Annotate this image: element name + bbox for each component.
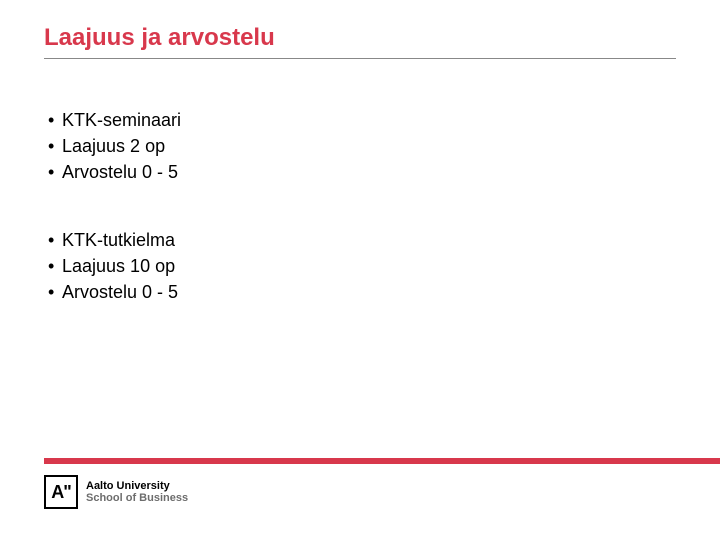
bullet-dot: • [44, 159, 62, 185]
aalto-logo-mark: A" [44, 475, 78, 509]
footer-logo: A" Aalto University School of Business [44, 475, 188, 509]
bullet-text: KTK-tutkielma [62, 227, 175, 253]
slide-content: • KTK-seminaari • Laajuus 2 op • Arvoste… [44, 107, 676, 306]
bullet-text: Arvostelu 0 - 5 [62, 159, 178, 185]
bullet-text: KTK-seminaari [62, 107, 181, 133]
bullet-item: • KTK-seminaari [44, 107, 676, 133]
bullet-item: • KTK-tutkielma [44, 227, 676, 253]
logo-line1: Aalto University [86, 480, 188, 492]
slide: Laajuus ja arvostelu • KTK-seminaari • L… [0, 0, 720, 540]
bullet-text: Laajuus 2 op [62, 133, 165, 159]
bullet-group-2: • KTK-tutkielma • Laajuus 10 op • Arvost… [44, 227, 676, 305]
bullet-item: • Laajuus 10 op [44, 253, 676, 279]
bullet-item: • Arvostelu 0 - 5 [44, 159, 676, 185]
footer-accent-bar [44, 458, 720, 464]
logo-line2: School of Business [86, 492, 188, 504]
bullet-dot: • [44, 279, 62, 305]
bullet-item: • Laajuus 2 op [44, 133, 676, 159]
aalto-logo-text: Aalto University School of Business [86, 480, 188, 504]
bullet-text: Arvostelu 0 - 5 [62, 279, 178, 305]
slide-title: Laajuus ja arvostelu [44, 24, 676, 59]
bullet-text: Laajuus 10 op [62, 253, 175, 279]
bullet-dot: • [44, 107, 62, 133]
bullet-dot: • [44, 253, 62, 279]
bullet-group-1: • KTK-seminaari • Laajuus 2 op • Arvoste… [44, 107, 676, 185]
bullet-dot: • [44, 133, 62, 159]
bullet-item: • Arvostelu 0 - 5 [44, 279, 676, 305]
bullet-dot: • [44, 227, 62, 253]
